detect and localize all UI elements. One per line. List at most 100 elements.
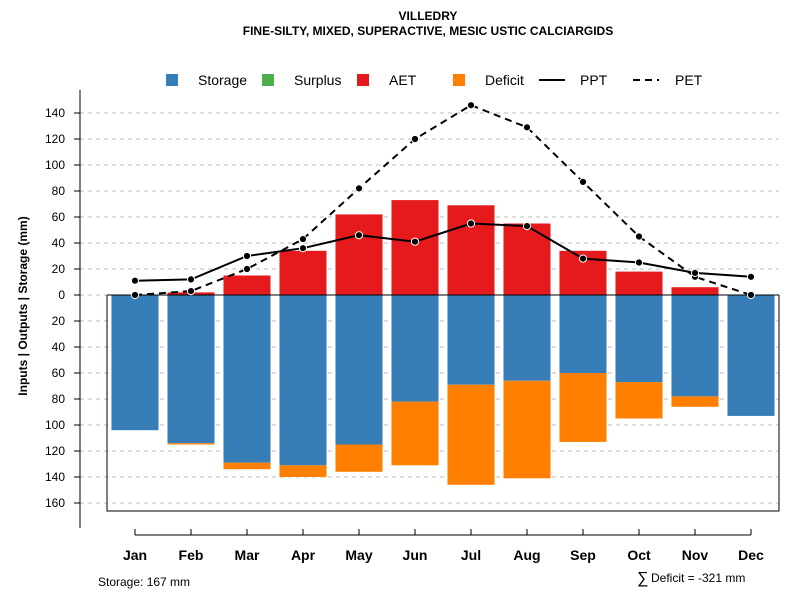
deficit-bar [447,384,495,485]
pet-point [298,235,308,244]
deficit-bar [559,373,607,442]
deficit-bar [167,443,215,445]
y-tick-label: 20 [52,262,66,276]
y-tick-label: 100 [45,158,65,172]
storage-box [106,295,780,512]
pet-point [410,134,420,144]
pet-point [130,290,140,300]
y-tick-label: 80 [52,184,66,198]
legend-swatch-storage [166,74,178,86]
x-axis: Jan Feb Mar Apr May Jun Jul Aug Sep Oct Nov Dec [123,529,764,563]
ppt-point [578,254,588,263]
x-tick-label: Feb [179,547,204,563]
x-tick-label: Mar [235,547,260,563]
ppt-point [354,231,364,240]
x-tick-label: Oct [627,547,651,563]
deficit-bar [279,465,327,477]
aet-bar [615,271,663,295]
deficit-footnote: Deficit = -321 mm [651,571,745,585]
legend-swatch-aet [357,74,369,86]
y-tick-label: 160 [45,496,65,510]
storage-bar [727,295,775,416]
legend-label-storage: Storage [198,72,247,88]
pet-point [242,264,252,274]
ppt-point [186,275,196,284]
storage-bar [503,295,551,381]
pet-point [186,287,196,296]
y-axis: 140 120 100 80 60 40 20 0 20 40 60 80 100 120 140 160 [45,90,81,528]
x-tick-label: Aug [513,547,540,563]
pet-point [746,290,756,300]
ppt-point [298,244,308,253]
y-tick-label: 100 [45,418,65,432]
storage-bar [447,295,495,385]
ppt-point [746,272,756,281]
legend: Storage Surplus AET Deficit PPT PET [166,72,703,88]
x-tick-label: Jan [123,547,147,563]
y-tick-label: 60 [52,210,66,224]
ppt-point [242,251,252,261]
legend-label-surplus: Surplus [294,72,341,88]
aet-bar [223,275,271,295]
chart-subtitle: FINE-SILTY, MIXED, SUPERACTIVE, MESIC US… [243,24,613,38]
aet-bar [503,223,551,295]
series-lines [130,101,756,300]
y-tick-label: 60 [52,366,66,380]
ppt-point [130,276,140,285]
storage-bar [111,295,159,431]
legend-label-deficit: Deficit [485,72,524,88]
y-tick-label: 80 [52,392,66,406]
y-tick-label: 120 [45,444,65,458]
ppt-point [690,268,700,277]
deficit-bar [671,396,719,407]
storage-bar [391,295,439,402]
ppt-point [634,258,644,267]
legend-swatch-surplus [262,74,274,86]
x-tick-label: Jul [461,547,481,563]
plot-frame [106,294,780,512]
x-tick-label: Dec [738,547,764,563]
y-tick-label: 0 [58,288,65,302]
ppt-point [466,219,476,228]
aet-bar [279,250,327,295]
storage-bar [671,295,719,397]
deficit-bar [223,462,271,470]
pet-point [578,177,588,186]
storage-bar [615,295,663,383]
legend-swatch-deficit [453,74,465,86]
legend-label-ppt: PPT [580,72,608,88]
deficit-bar [615,382,663,419]
legend-label-aet: AET [389,72,417,88]
x-tick-label: Nov [682,547,709,563]
y-tick-label: 140 [45,106,65,120]
storage-bar [167,295,215,444]
y-tick-label: 140 [45,470,65,484]
deficit-bar [503,380,551,479]
chart-title: VILLEDRY [399,9,458,23]
y-tick-label: 20 [52,314,66,328]
pet-line [134,104,752,296]
x-tick-label: Apr [291,547,316,563]
deficit-bar [335,444,383,472]
storage-bar [335,295,383,445]
ppt-point [522,222,532,231]
ppt-point [410,237,420,246]
pet-point [522,123,532,132]
y-tick-label: 40 [52,340,66,354]
storage-bar [279,295,327,466]
x-tick-label: Sep [570,547,596,563]
pet-point [634,232,644,241]
pet-point [466,101,476,110]
x-tick-label: Jun [403,547,428,563]
y-axis-title: Inputs | Outputs | Storage (mm) [16,216,30,395]
x-tick-label: May [345,547,372,563]
sigma-icon: ∑ [637,570,648,587]
aet-bar [447,205,495,295]
aet-bar [671,287,719,295]
aet-bar [391,200,439,295]
y-tick-label: 40 [52,236,66,250]
storage-bar [223,295,271,463]
y-tick-label: 120 [45,132,65,146]
ppt-line [134,222,752,282]
